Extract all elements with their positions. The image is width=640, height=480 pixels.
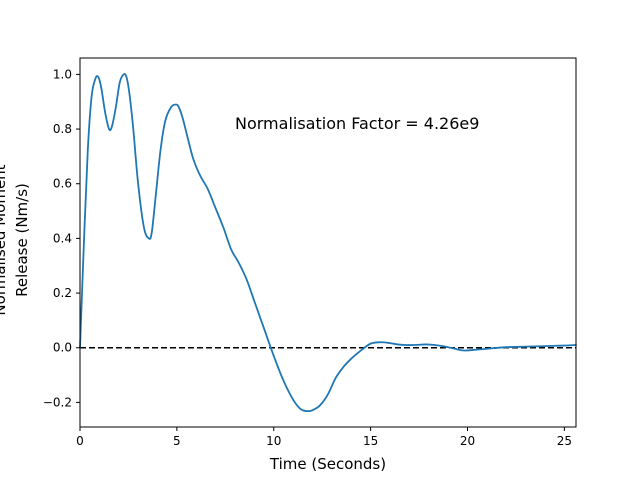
x-tick-label: 15	[363, 434, 378, 448]
y-axis-ticks: −0.2 0.0 0.2 0.4 0.6 0.8 1.0	[43, 67, 80, 409]
y-tick-label: −0.2	[43, 395, 72, 409]
plot-area	[79, 57, 577, 428]
axes-frame	[79, 57, 577, 428]
x-tick-label: 5	[173, 434, 181, 448]
y-tick-label: 1.0	[53, 67, 72, 81]
x-tick-label: 10	[266, 434, 281, 448]
x-axis-label: Time (Seconds)	[269, 455, 386, 473]
y-tick-label: 0.6	[53, 177, 72, 191]
y-tick-label: 0.8	[53, 122, 72, 136]
x-tick-label: 0	[76, 434, 84, 448]
normalisation-annotation: Normalisation Factor = 4.26e9	[235, 114, 479, 133]
x-axis-ticks: 0 5 10 15 20 25	[76, 427, 572, 448]
y-tick-label: 0.4	[53, 231, 72, 245]
x-tick-label: 25	[557, 434, 572, 448]
y-tick-label: 0.0	[53, 341, 72, 355]
y-tick-label: 0.2	[53, 286, 72, 300]
series-line-0	[79, 73, 577, 413]
y-axis-label-line-2: Release (Nm/s)	[13, 183, 31, 297]
x-tick-label: 20	[460, 434, 475, 448]
y-axis-label-line-1: Normalised Moment	[0, 164, 9, 315]
